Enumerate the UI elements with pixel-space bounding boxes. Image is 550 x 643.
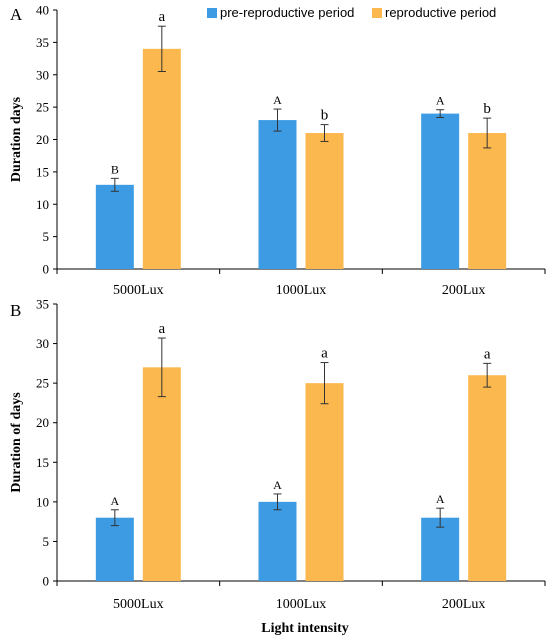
significance-letter: A [436,94,445,108]
bar-rep [468,133,507,269]
y-tick-label: 0 [43,574,50,589]
x-tick-label: 1000Lux [276,283,327,298]
panel-a: 0 5 10 15 20 25 30 35 40 5000Lux Ba 1000Lux Ab 200Lux… [9,3,546,298]
significance-letter: a [484,346,491,362]
y-tick-label: 25 [36,376,49,391]
significance-letter: A [436,492,445,506]
bar-rep [468,375,507,581]
y-axis-title: Duration of days [9,392,24,493]
panel-label: B [10,301,21,320]
y-tick-label: 15 [36,455,49,470]
x-tick-label: 5000Lux [113,597,164,612]
y-axis-title: Duration days [9,96,24,182]
bar-pre [258,120,297,269]
y-tick-label: 10 [36,197,49,212]
panel-label: A [10,5,23,24]
significance-letter: A [273,93,282,107]
y-tick-label: 30 [36,336,49,351]
significance-letter: a [158,321,165,337]
y-tick-label: 10 [36,494,49,509]
x-tick-label: 200Lux [442,597,486,612]
legend: pre-reproductive period reproductive peri… [207,5,496,20]
y-tick-label: 15 [36,164,49,179]
legend-swatch-rep [372,8,382,18]
y-tick-label: 5 [43,229,50,244]
y-tick-label: 0 [43,262,50,277]
y-tick-label: 35 [36,297,49,312]
bar-pre [258,501,297,581]
panel-b: 0 5 10 15 20 25 30 35 5000Lux Aa 1000Lux Aa 200Lux Aa… [9,297,546,612]
x-tick-label: 1000Lux [276,597,327,612]
bar-pre [421,113,460,269]
bar-rep [305,133,344,269]
bar-pre [95,184,134,269]
significance-letter: b [321,108,329,124]
x-tick-label: 200Lux [442,283,486,298]
bar-rep [305,383,344,581]
legend-swatch-pre [207,8,217,18]
significance-letter: a [321,346,328,362]
bar-pre [95,517,134,581]
bar-rep [142,48,181,269]
y-tick-label: 20 [36,132,49,147]
bar-rep [142,367,181,581]
significance-letter: A [273,478,282,492]
legend-label-pre: pre-reproductive period [220,5,354,20]
significance-letter: b [483,101,491,117]
significance-letter: a [158,9,165,25]
y-tick-label: 40 [36,3,49,18]
legend-label-rep: reproductive period [385,5,496,20]
y-tick-label: 30 [36,67,49,82]
significance-letter: A [110,494,119,508]
x-axis-title: Light intensity [261,621,349,636]
y-tick-label: 35 [36,35,49,50]
y-tick-label: 25 [36,100,49,115]
x-tick-label: 5000Lux [113,283,164,298]
y-tick-label: 5 [43,534,50,549]
bar-pre [421,517,460,581]
y-tick-label: 20 [36,415,49,430]
significance-letter: B [111,162,119,176]
